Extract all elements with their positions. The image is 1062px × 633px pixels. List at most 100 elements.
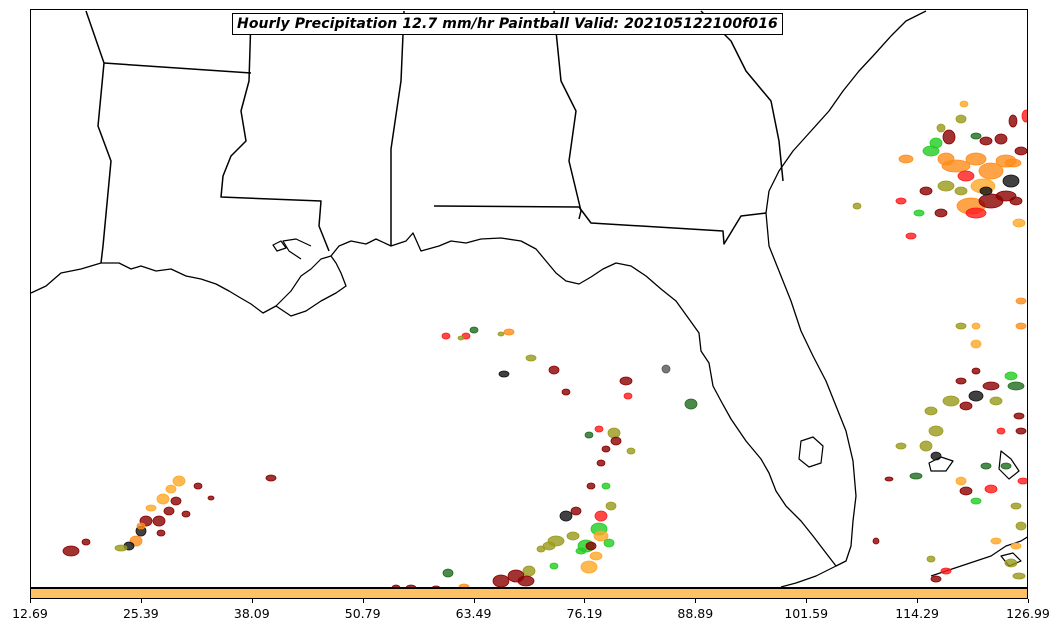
precip-paintball bbox=[982, 381, 1000, 391]
colorbar-tick bbox=[805, 599, 807, 603]
precip-paintball bbox=[610, 436, 622, 446]
state-border-ms-al bbox=[390, 10, 405, 246]
precip-paintball bbox=[970, 339, 982, 349]
precip-paintball bbox=[937, 180, 955, 192]
precip-paintball bbox=[1015, 521, 1027, 531]
precip-paintball bbox=[942, 395, 960, 407]
precip-paintball bbox=[968, 390, 984, 402]
state-border-la-ms bbox=[85, 10, 112, 264]
precip-paintball bbox=[570, 506, 582, 516]
precip-paintball bbox=[589, 551, 603, 561]
precip-paintball bbox=[559, 510, 573, 522]
precip-paintball bbox=[594, 510, 608, 522]
precip-paintball bbox=[1017, 477, 1027, 485]
precip-paintball bbox=[979, 136, 993, 146]
precip-paintball bbox=[405, 584, 417, 587]
precip-paintball bbox=[979, 186, 993, 196]
precip-paintball bbox=[172, 475, 186, 487]
precip-paintball bbox=[163, 506, 175, 516]
precip-paintball bbox=[517, 575, 535, 587]
precip-paintball bbox=[872, 537, 880, 545]
precip-paintball bbox=[62, 545, 80, 557]
precip-paintball bbox=[954, 186, 968, 196]
precip-paintball bbox=[971, 367, 981, 375]
precip-paintball bbox=[898, 154, 914, 164]
precip-paintball bbox=[1007, 381, 1025, 391]
precip-paintball bbox=[114, 544, 128, 552]
precip-paintball bbox=[584, 431, 594, 439]
colorbar-tick bbox=[583, 599, 585, 603]
state-border-ms-river bbox=[220, 15, 330, 252]
precip-paintball bbox=[593, 530, 609, 542]
precip-paintball bbox=[913, 209, 925, 217]
precip-paintball bbox=[926, 555, 936, 563]
precip-paintball bbox=[193, 482, 203, 490]
precip-paintball bbox=[1021, 109, 1027, 123]
colorbar-tick-label: 101.59 bbox=[784, 606, 829, 621]
precip-paintball bbox=[561, 388, 571, 396]
colorbar-tick-label: 50.79 bbox=[344, 606, 381, 621]
colorbar-tick-label: 76.19 bbox=[566, 606, 603, 621]
precip-paintball bbox=[930, 451, 942, 461]
precip-paintball bbox=[81, 538, 91, 546]
precip-paintball bbox=[1012, 572, 1026, 580]
colorbar-tick-label: 88.89 bbox=[677, 606, 714, 621]
precip-paintball bbox=[661, 364, 671, 374]
precip-paintball bbox=[498, 370, 510, 378]
colorbar-tick-label: 114.29 bbox=[895, 606, 939, 621]
precip-paintball bbox=[457, 335, 465, 341]
precip-paintball bbox=[919, 186, 933, 196]
colorbar-tick-label: 25.39 bbox=[122, 606, 159, 621]
precip-paintball bbox=[1004, 558, 1018, 568]
colorbar-tick bbox=[694, 599, 696, 603]
precip-paintball bbox=[265, 474, 277, 482]
state-border-ar-la bbox=[103, 62, 252, 74]
precip-paintball bbox=[895, 197, 907, 205]
colorbar-tick bbox=[916, 599, 918, 603]
precip-paintball bbox=[955, 322, 967, 330]
precip-paintball bbox=[549, 562, 559, 570]
colorbar-tick-label: 63.49 bbox=[455, 606, 492, 621]
precip-paintball bbox=[536, 545, 546, 553]
precip-paintball bbox=[959, 486, 973, 496]
precip-paintball bbox=[548, 365, 560, 375]
precip-paintball bbox=[994, 133, 1008, 145]
precip-paintball bbox=[580, 560, 598, 574]
precip-paintball bbox=[585, 541, 597, 551]
precip-paintball bbox=[1015, 427, 1027, 435]
colorbar bbox=[30, 588, 1028, 599]
precip-paintball bbox=[165, 484, 177, 494]
precip-paintball bbox=[978, 162, 1004, 180]
precip-paintball bbox=[965, 207, 987, 219]
map-canvas bbox=[31, 10, 1027, 587]
precip-paintball bbox=[965, 152, 987, 166]
precip-paintball bbox=[594, 425, 604, 433]
precip-paintball bbox=[984, 484, 998, 494]
colorbar-tick bbox=[29, 599, 31, 603]
precip-paintball bbox=[959, 401, 973, 411]
precip-paintball bbox=[152, 515, 166, 527]
precip-paintball bbox=[1015, 322, 1027, 330]
precip-paintball bbox=[959, 100, 969, 108]
precip-paintball bbox=[1012, 218, 1026, 228]
colorbar-tick bbox=[1027, 599, 1029, 603]
precip-paintball bbox=[971, 322, 981, 330]
precip-paintball bbox=[441, 332, 451, 340]
precip-paintball bbox=[1000, 462, 1012, 470]
precip-paintball bbox=[919, 440, 933, 452]
precip-paintball bbox=[391, 584, 401, 587]
precip-paintball bbox=[503, 328, 515, 336]
precip-paintball bbox=[955, 114, 967, 124]
precip-paintball bbox=[909, 472, 923, 480]
precip-paintball bbox=[603, 538, 615, 548]
mississippi-delta-coast bbox=[275, 238, 332, 307]
precip-paintball bbox=[928, 425, 944, 437]
precip-paintball bbox=[884, 476, 894, 482]
precip-paintball bbox=[156, 493, 170, 505]
precip-paintball bbox=[566, 531, 580, 541]
precip-paintball bbox=[156, 529, 166, 537]
precip-paintball bbox=[1010, 542, 1022, 550]
precip-paintball bbox=[607, 427, 621, 439]
precip-paintball bbox=[936, 123, 946, 133]
precip-paintball bbox=[957, 170, 975, 182]
